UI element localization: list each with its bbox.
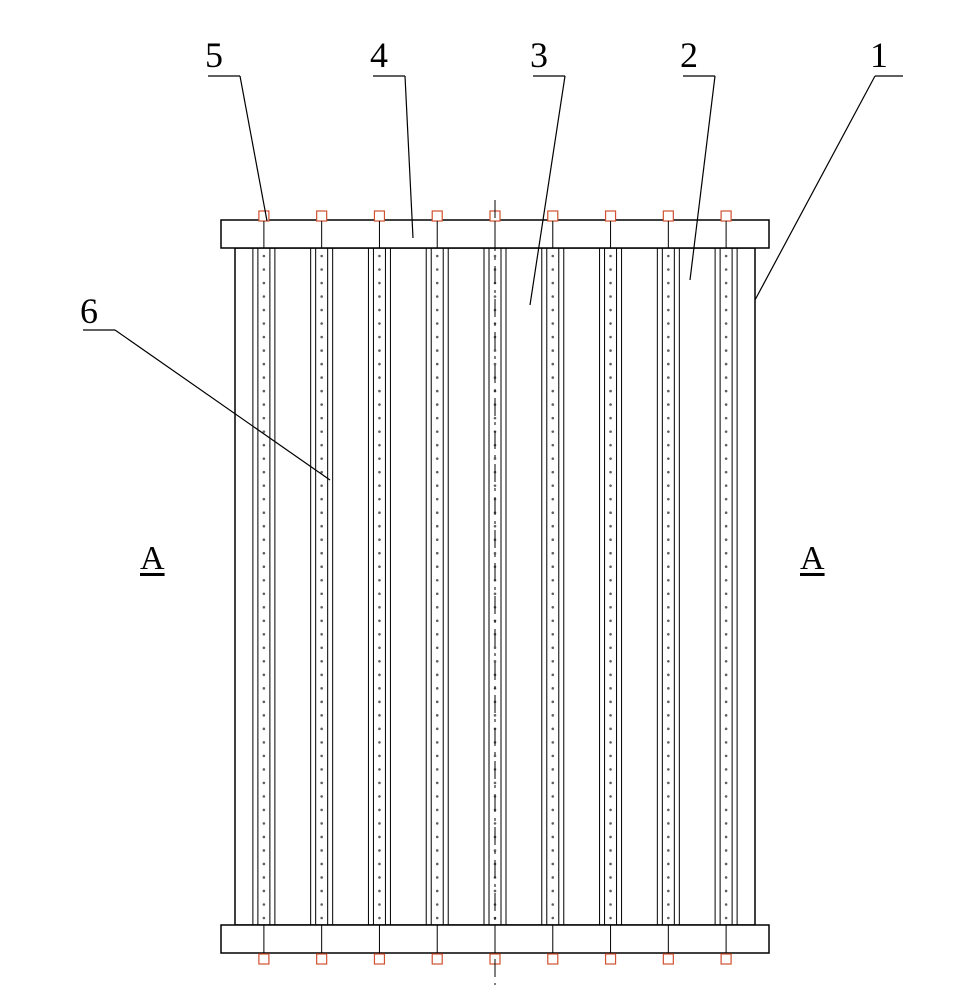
callout-2: 2 <box>680 34 698 76</box>
callout-3: 3 <box>530 34 548 76</box>
section-mark-left: A <box>140 540 165 578</box>
section-mark-right: A <box>800 540 825 578</box>
callout-1: 1 <box>870 34 888 76</box>
callout-4: 4 <box>370 34 388 76</box>
diagram-canvas: 5 4 3 2 1 6 A A <box>0 0 963 1000</box>
callout-6: 6 <box>80 290 98 332</box>
callout-5: 5 <box>205 34 223 76</box>
diagram-svg <box>0 0 963 1000</box>
